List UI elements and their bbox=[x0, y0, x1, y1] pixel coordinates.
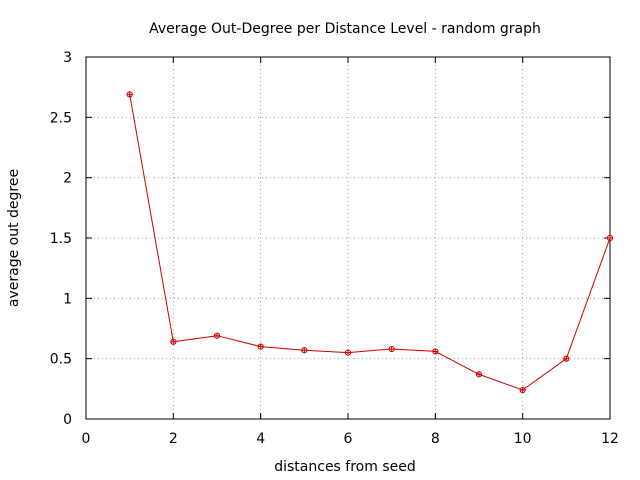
x-tick-label: 10 bbox=[514, 431, 532, 447]
y-axis-label: average out degree bbox=[6, 169, 22, 307]
y-tick-label: 2 bbox=[63, 171, 72, 187]
data-point bbox=[126, 91, 133, 98]
data-point bbox=[344, 349, 352, 356]
y-tick-label: 0.5 bbox=[50, 352, 72, 368]
data-point bbox=[301, 347, 308, 354]
chart-title: Average Out-Degree per Distance Level - … bbox=[149, 21, 541, 37]
x-tick-label: 8 bbox=[431, 431, 440, 447]
y-tick-label: 2.5 bbox=[50, 110, 72, 126]
x-tick-label: 2 bbox=[169, 431, 178, 447]
y-tick-label: 1 bbox=[63, 291, 72, 307]
data-series bbox=[126, 91, 614, 394]
data-point bbox=[563, 355, 570, 362]
y-tick-label: 3 bbox=[63, 50, 72, 66]
data-point bbox=[519, 386, 526, 394]
x-tick-label: 12 bbox=[601, 431, 619, 447]
series-line bbox=[129, 94, 611, 391]
grid bbox=[86, 57, 610, 419]
data-point bbox=[475, 371, 483, 378]
y-tick-label: 0 bbox=[63, 412, 72, 428]
data-point bbox=[432, 348, 439, 355]
data-point bbox=[388, 345, 395, 353]
data-point bbox=[606, 234, 614, 242]
x-tick-label: 6 bbox=[344, 431, 353, 447]
data-point bbox=[257, 343, 264, 350]
x-axis-label: distances from seed bbox=[274, 459, 416, 475]
data-point bbox=[170, 338, 177, 345]
data-point bbox=[213, 332, 221, 339]
x-tick-label: 0 bbox=[82, 431, 91, 447]
axis-ticks: 0 2 4 6 8 10 12 0 0.5 1 1.5 2 2.5 3 bbox=[50, 50, 619, 447]
y-tick-label: 1.5 bbox=[50, 231, 72, 247]
x-tick-label: 4 bbox=[256, 431, 265, 447]
